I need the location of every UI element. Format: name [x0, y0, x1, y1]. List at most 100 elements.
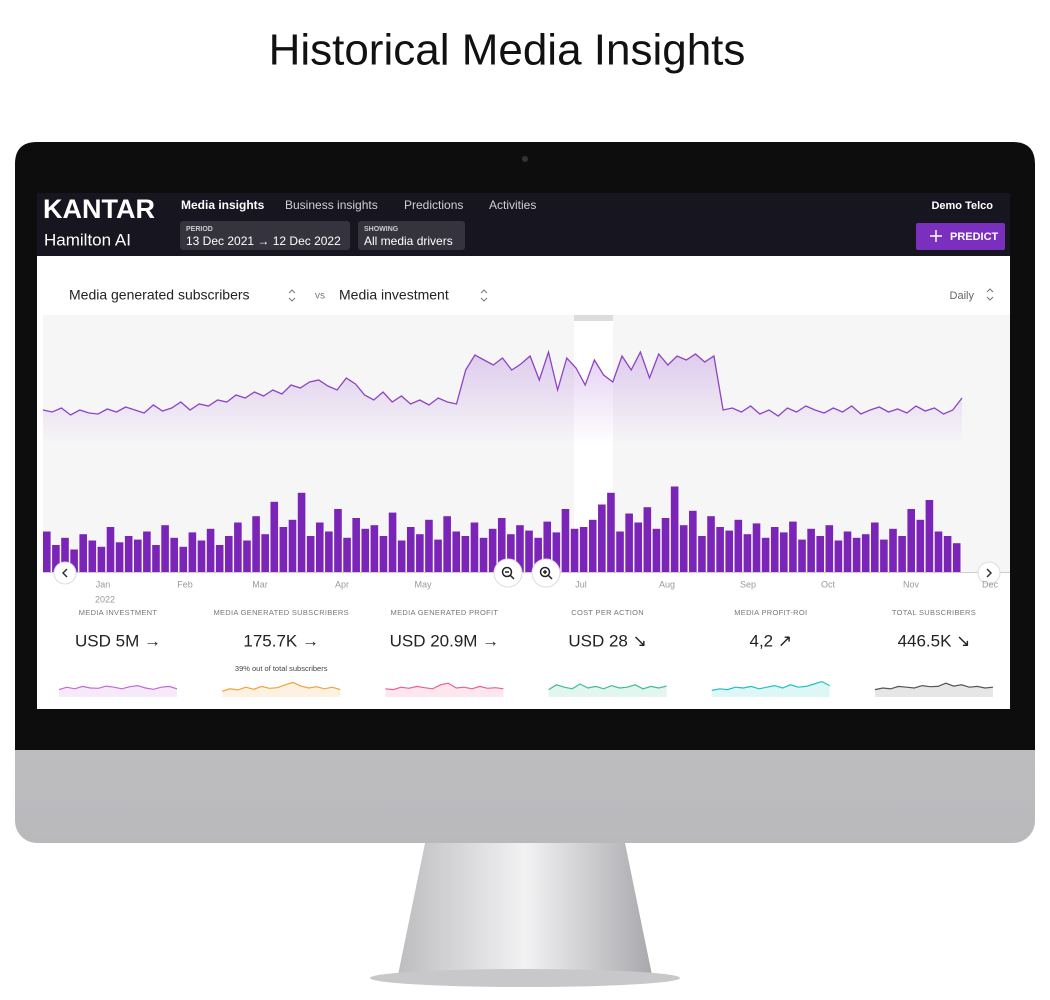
vs-label: vs	[315, 291, 325, 302]
year-label: 2022	[95, 594, 115, 604]
kpi-value: 4,2 ↗	[749, 631, 792, 650]
bar	[425, 519, 433, 572]
showing-label: SHOWING	[364, 226, 399, 233]
bar	[488, 528, 497, 572]
bar	[379, 536, 388, 572]
bar	[916, 519, 925, 572]
bar	[843, 531, 852, 572]
bar	[406, 527, 415, 572]
scroll-left[interactable]	[53, 561, 77, 585]
bar	[925, 500, 934, 572]
bar	[161, 525, 169, 572]
bar	[334, 509, 342, 572]
highlight-handle[interactable]	[574, 315, 613, 321]
product-name: Hamilton AI	[44, 230, 131, 249]
sparkline-area	[875, 683, 993, 697]
bar	[579, 527, 588, 572]
bar	[834, 540, 843, 572]
camera	[522, 156, 528, 162]
metric-select[interactable]: Media generated subscribers	[69, 287, 250, 303]
bar	[243, 540, 251, 572]
bar	[507, 534, 515, 572]
kpi-label: MEDIA INVESTMENT	[79, 608, 158, 617]
chevron	[288, 289, 296, 302]
kpi-value: 446.5K ↘	[898, 631, 971, 650]
showing-box[interactable]	[358, 221, 465, 250]
sparkline-area	[548, 684, 667, 697]
nav-tab[interactable]: Activities	[489, 198, 536, 212]
predict-button[interactable]	[916, 223, 1005, 250]
bar	[124, 536, 133, 572]
bar	[115, 542, 124, 572]
bar	[543, 521, 552, 572]
nav-tab[interactable]: Business insights	[285, 198, 378, 212]
kpi-value: USD 28 ↘	[568, 631, 647, 650]
month-label: May	[414, 579, 432, 589]
scroll-right[interactable]	[977, 561, 1001, 585]
kpi-label: MEDIA GENERATED PROFIT	[391, 608, 499, 617]
bar	[325, 531, 333, 572]
bar	[416, 534, 424, 572]
bar	[452, 531, 461, 572]
bar	[943, 536, 952, 572]
nav-tab[interactable]: Media insights	[181, 198, 265, 212]
month-axis: Jan Feb Mar Apr May Jul Aug Sep Oct Nov Dec	[96, 579, 999, 589]
page-title: Historical Media Insights	[269, 26, 746, 75]
bar	[261, 534, 269, 572]
account-name[interactable]: Demo Telco	[931, 200, 993, 212]
month-label: Mar	[252, 579, 268, 589]
nav-tab[interactable]: Predictions	[404, 198, 463, 212]
bar	[616, 531, 624, 572]
period-value: 13 Dec 2021 → 12 Dec 2022	[186, 234, 341, 248]
bar	[61, 537, 69, 572]
comparison-select[interactable]: Media investment	[339, 287, 449, 303]
bar	[871, 522, 879, 572]
predict-label: PREDICT	[950, 231, 999, 243]
bar	[443, 516, 451, 572]
bar	[297, 492, 306, 572]
zoom-in[interactable]	[531, 558, 561, 588]
bar	[761, 537, 770, 572]
bar	[716, 527, 724, 572]
bar	[70, 549, 78, 572]
kpi-value: USD 20.9M →	[390, 631, 500, 650]
bar	[179, 546, 188, 572]
kpi-label: MEDIA GENERATED SUBSCRIBERS	[213, 608, 349, 617]
month-label: Apr	[335, 579, 349, 589]
plus-icon	[930, 230, 942, 242]
bar	[170, 537, 178, 572]
bar	[288, 519, 297, 572]
bar	[224, 536, 233, 572]
bar	[880, 539, 888, 572]
kpi-label: COST PER ACTION	[571, 608, 644, 617]
bar	[361, 528, 370, 572]
kpi-value: USD 5M →	[75, 631, 161, 650]
showing-value: All media drivers	[364, 234, 453, 248]
sparkline-area	[385, 683, 504, 697]
granularity-select[interactable]: Daily	[950, 290, 975, 302]
bar	[516, 525, 524, 572]
bar	[789, 521, 797, 572]
chevron	[480, 289, 488, 302]
bar	[898, 536, 906, 572]
bar	[689, 510, 697, 572]
bar	[598, 504, 606, 572]
bar	[561, 509, 570, 572]
zoom-out[interactable]	[493, 558, 523, 588]
bar	[698, 536, 706, 572]
sparkline-area	[711, 681, 830, 697]
bar	[97, 546, 106, 572]
sparkline	[222, 681, 341, 692]
bar	[770, 527, 779, 572]
month-label: Jul	[575, 579, 587, 589]
bar	[470, 522, 479, 572]
bar	[534, 537, 542, 572]
month-label: Sep	[740, 579, 756, 589]
period-box[interactable]	[180, 221, 350, 250]
kpi-label: MEDIA PROFIT-ROI	[734, 608, 807, 617]
bar	[234, 522, 242, 572]
bar	[188, 532, 197, 572]
month-label: Jan	[96, 579, 111, 589]
